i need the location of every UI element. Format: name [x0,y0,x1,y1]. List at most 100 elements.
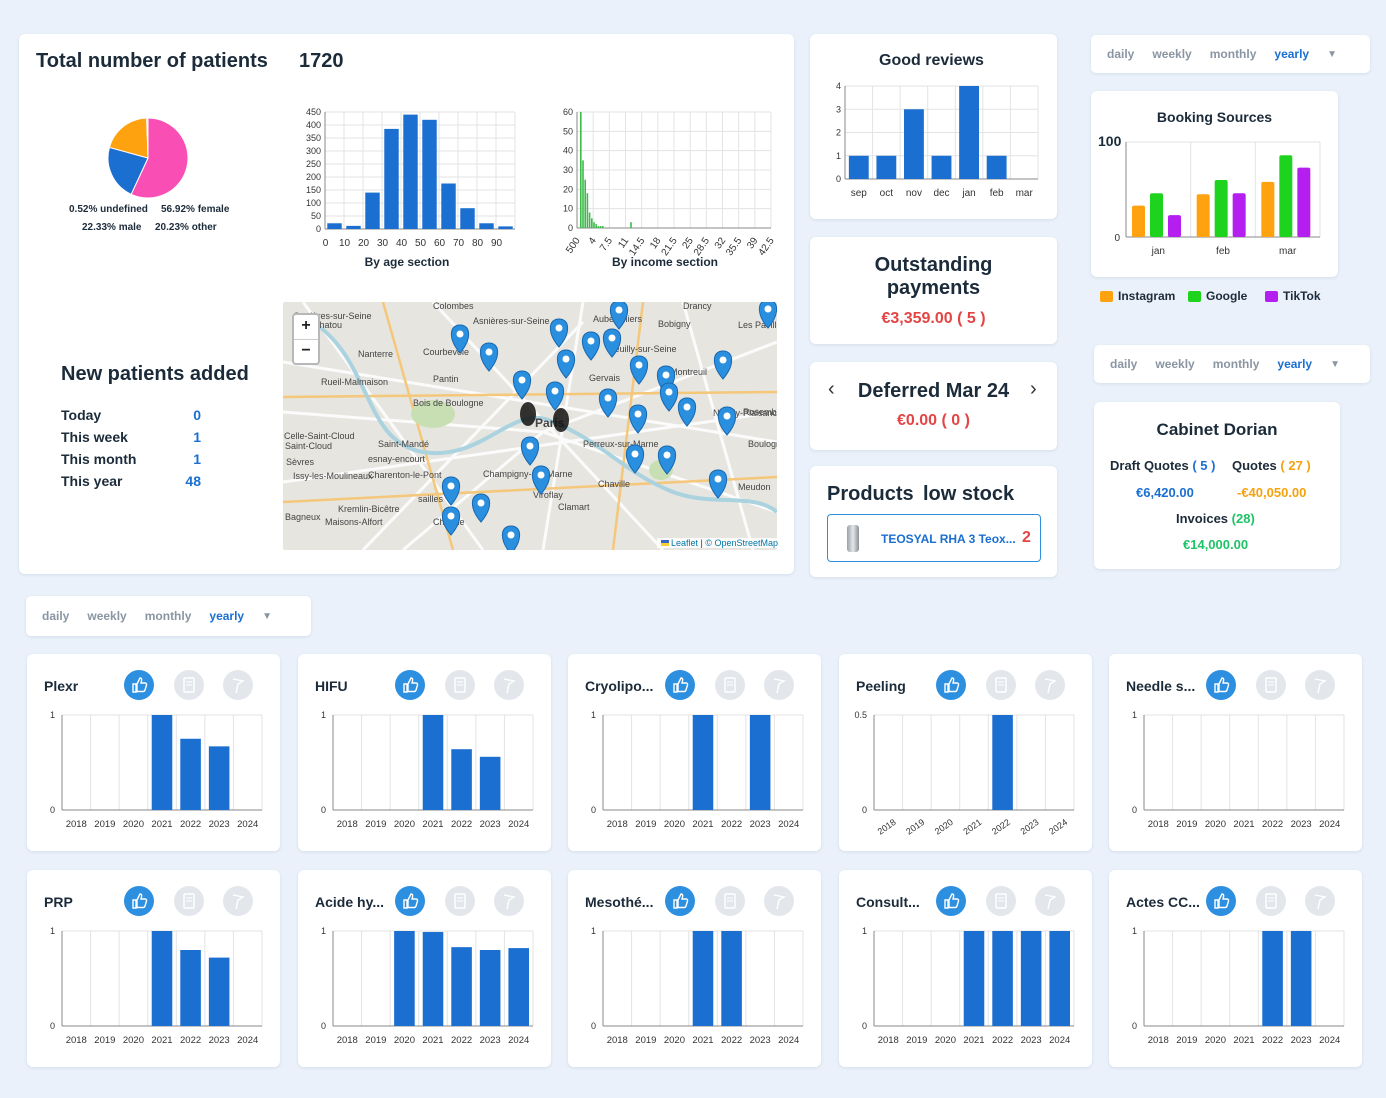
thumbs-up-icon[interactable] [665,670,695,700]
thumbs-up-icon[interactable] [124,670,154,700]
invoice-icon[interactable] [174,886,204,916]
chart-grid [873,714,1075,810]
thumbs-up-icon[interactable] [1206,886,1236,916]
patients-map[interactable]: Colombes Drancy Carrières-sur-Seine Asnière… [283,302,777,550]
treatment-bar [721,931,742,1026]
period-monthly[interactable]: monthly [144,609,192,623]
map-pin-dot [663,451,671,459]
period-monthly[interactable]: monthly [1212,357,1260,371]
chart-grid [576,111,772,229]
x-tick-label: 2019 [94,819,115,830]
map-pin-icon [657,445,677,475]
x-tick-label: 2021 [961,817,983,837]
invoice-icon[interactable] [1256,670,1286,700]
period-daily[interactable]: daily [1110,357,1138,371]
map-road [431,302,665,550]
new-patients-row-label: Today [61,407,102,423]
syringe-icon[interactable] [1305,886,1335,916]
invoice-icon[interactable] [986,886,1016,916]
x-tick-label: feb [990,188,1004,199]
map-pin-dot [456,330,464,338]
income-bar [597,226,600,228]
period-yearly[interactable]: yearly [1277,357,1313,371]
syringe-icon[interactable] [494,886,524,916]
period-weekly[interactable]: weekly [87,609,127,623]
map-highway [611,302,645,550]
map-pin-dot [665,388,673,396]
low-stock-item[interactable]: TEOSYAL RHA 3 Teox... 2 [827,514,1041,562]
booking-bar-tiktok [1232,193,1246,237]
period-dropdown-icon[interactable]: ▼ [1327,48,1338,60]
treatment-card: Consult... 1 0 2018 2019 2020 2021 2022 2023 2024 [839,870,1092,1067]
period-weekly[interactable]: weekly [1152,47,1192,61]
thumbs-up-icon[interactable] [1206,670,1236,700]
syringe-icon[interactable] [494,670,524,700]
map-pin-dot [447,482,455,490]
thumbs-up-icon[interactable] [124,886,154,916]
x-tick-label: 2022 [451,1035,472,1046]
thumbs-up-icon[interactable] [665,886,695,916]
period-weekly[interactable]: weekly [1155,357,1195,371]
treatment-card: Needle s... 1 0 2018 2019 2020 2021 2022 2023 202… [1109,654,1362,851]
syringe-icon[interactable] [1305,670,1335,700]
cabinet-title: Cabinet Dorian [1156,420,1278,439]
deferred-next-button[interactable]: › [1030,378,1037,400]
period-dropdown-icon[interactable]: ▼ [1330,358,1341,370]
thumbs-up-icon[interactable] [395,886,425,916]
map-pin-dot [723,412,731,420]
pie-slice-male [107,146,149,195]
x-tick-label: 2020 [1205,819,1226,830]
x-tick-label: 40 [396,238,408,249]
invoice-icon[interactable] [986,670,1016,700]
treatment-bar [208,746,230,810]
invoices[interactable]: Invoices (28) [1176,511,1255,526]
product-count: 2 [1022,529,1031,546]
period-dropdown-icon[interactable]: ▼ [262,610,273,622]
booking-bar-google [1279,155,1293,237]
map-road [283,360,777,444]
map-pin-dot [635,361,643,369]
invoice-icon[interactable] [1256,886,1286,916]
age-bar [441,183,456,229]
invoice-icon[interactable] [445,886,475,916]
invoice-icon[interactable] [174,670,204,700]
x-tick-label: 2018 [607,1035,628,1046]
syringe-icon[interactable] [764,670,794,700]
period-yearly[interactable]: yearly [1274,47,1310,61]
invoice-icon[interactable] [445,670,475,700]
thumbs-up-icon[interactable] [936,670,966,700]
quotes[interactable]: Quotes ( 27 ) [1232,458,1311,473]
osm-link[interactable]: © OpenStreetMap [705,538,779,548]
draft-quotes[interactable]: Draft Quotes ( 5 ) [1110,458,1216,473]
syringe-icon[interactable] [223,670,253,700]
leaflet-link[interactable]: Leaflet [671,538,699,548]
invoice-icon[interactable] [715,670,745,700]
thumbs-up-icon[interactable] [936,886,966,916]
invoice-icon[interactable] [715,886,745,916]
zoom-out-button[interactable]: − [294,339,318,363]
zoom-in-button[interactable]: + [301,317,311,334]
outstanding-payments-card[interactable] [810,237,1057,344]
period-monthly[interactable]: monthly [1209,47,1257,61]
period-daily[interactable]: daily [42,609,70,623]
y-tick-label: 4 [836,81,841,91]
thumbs-up-icon[interactable] [395,670,425,700]
syringe-icon[interactable] [1035,886,1065,916]
period-daily[interactable]: daily [1107,47,1135,61]
x-tick-label: 2023 [209,1035,230,1046]
period-yearly[interactable]: yearly [209,609,245,623]
treatment-card: Actes CC... 1 0 2018 2019 2020 2021 2022 2023 202… [1109,870,1362,1067]
x-tick-label: 2018 [1148,1035,1169,1046]
products-subtitle: low stock [923,483,1015,505]
syringe-icon[interactable] [764,886,794,916]
treatment-bar [963,931,985,1026]
deferred-prev-button[interactable]: ‹ [828,378,835,400]
x-tick-label: 2024 [778,1035,799,1046]
syringe-icon[interactable] [223,886,253,916]
syringe-icon[interactable] [1035,670,1065,700]
new-patients-title: New patients added [61,363,249,385]
map-zoom-control: + − [292,313,320,365]
map-pin-dot [662,371,670,379]
age-bar [327,223,342,229]
x-tick-label: 500 [564,235,583,255]
